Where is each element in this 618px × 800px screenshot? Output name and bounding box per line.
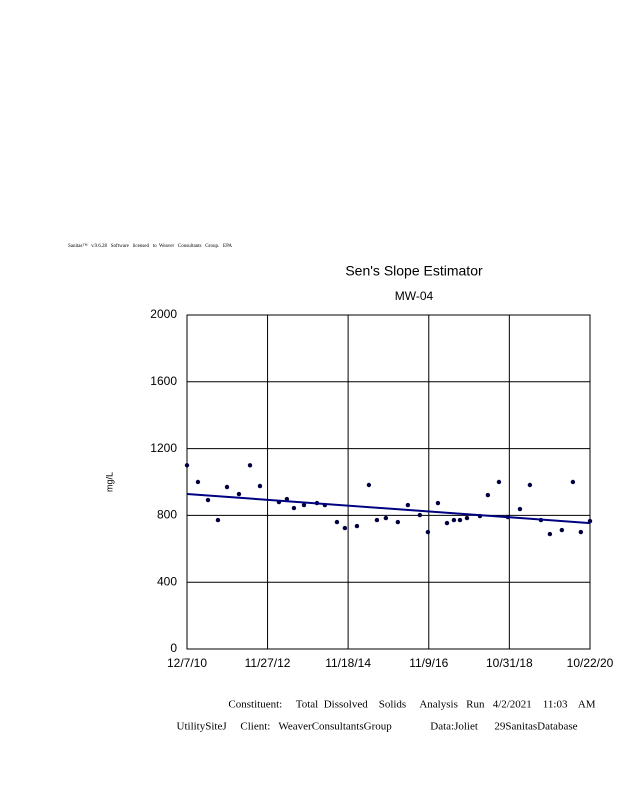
data-point bbox=[257, 483, 263, 489]
data-point bbox=[342, 525, 348, 531]
data-point bbox=[425, 529, 431, 535]
data-point bbox=[496, 479, 502, 485]
y-axis-label: mg/L bbox=[104, 472, 114, 492]
data-point bbox=[451, 517, 457, 523]
data-point bbox=[205, 497, 211, 503]
data-point bbox=[417, 512, 423, 518]
data-point bbox=[247, 463, 253, 468]
y-tick-label: 800 bbox=[157, 508, 177, 522]
data-point bbox=[383, 515, 389, 521]
y-tick-label: 1600 bbox=[150, 374, 177, 388]
data-point bbox=[547, 531, 553, 537]
data-point bbox=[184, 463, 190, 468]
data-point bbox=[457, 517, 463, 523]
data-point bbox=[405, 502, 411, 508]
data-point bbox=[395, 519, 401, 525]
data-point bbox=[464, 515, 470, 521]
x-tick-label: 10/22/20 bbox=[567, 656, 614, 670]
chart-title: Sen's Slope Estimator bbox=[345, 263, 483, 279]
data-point bbox=[215, 517, 221, 523]
data-point bbox=[354, 523, 360, 529]
data-point bbox=[374, 517, 380, 523]
x-tick-label: 11/27/12 bbox=[245, 656, 291, 670]
data-point bbox=[485, 492, 491, 498]
footer-line: Constituent: Total Dissolved Solids Anal… bbox=[228, 699, 595, 711]
header-note: Sanitas™ v.9.6.28 Software licensed to W… bbox=[68, 243, 232, 249]
x-tick-label: 12/7/10 bbox=[167, 656, 207, 670]
data-point bbox=[578, 529, 584, 535]
plot-area bbox=[186, 314, 591, 650]
y-tick-label: 2000 bbox=[150, 307, 177, 321]
data-point bbox=[236, 491, 242, 497]
data-point bbox=[291, 505, 297, 511]
footer-line: UtilitySiteJ Client: WeaverConsultantsGr… bbox=[177, 721, 578, 733]
x-tick-label: 10/31/18 bbox=[486, 656, 533, 670]
data-point bbox=[301, 502, 307, 508]
y-tick-label: 400 bbox=[157, 574, 177, 588]
data-point bbox=[517, 506, 523, 512]
data-point bbox=[224, 484, 230, 490]
trend-line bbox=[186, 493, 591, 525]
data-point bbox=[195, 479, 201, 485]
data-point bbox=[435, 500, 441, 506]
data-point bbox=[527, 482, 533, 488]
data-point bbox=[559, 527, 565, 533]
data-point bbox=[366, 482, 372, 488]
data-point bbox=[444, 520, 450, 526]
data-point bbox=[334, 519, 340, 525]
data-point bbox=[570, 479, 576, 485]
y-tick-label: 1200 bbox=[150, 441, 177, 455]
x-tick-label: 11/9/16 bbox=[409, 656, 448, 670]
chart-subtitle: MW-04 bbox=[395, 289, 434, 303]
y-tick-label: 0 bbox=[170, 641, 177, 655]
data-point bbox=[284, 496, 290, 502]
x-tick-label: 11/18/14 bbox=[325, 656, 371, 670]
